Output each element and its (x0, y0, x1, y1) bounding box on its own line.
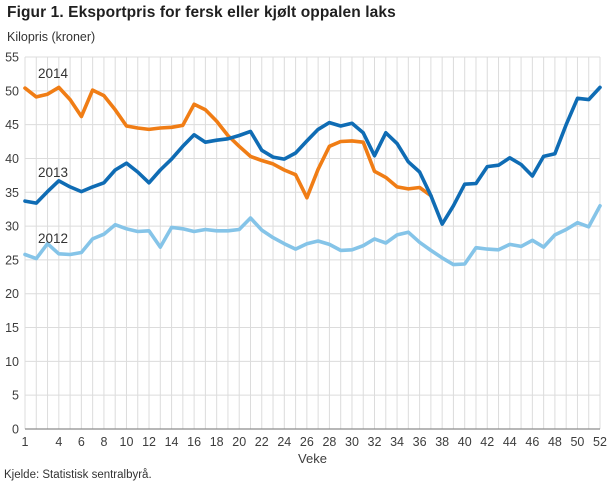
line-2012 (23, 204, 602, 267)
x-tick-label: 48 (548, 435, 562, 449)
y-tick-label: 35 (5, 186, 19, 200)
x-tick-label: 14 (165, 435, 179, 449)
x-tick-label: 8 (100, 435, 107, 449)
x-tick-label: 1 (22, 435, 29, 449)
y-tick-label: 0 (12, 423, 19, 437)
x-tick-label: 42 (480, 435, 494, 449)
y-tick-label: 45 (5, 118, 19, 132)
x-tick-label: 52 (593, 435, 607, 449)
x-tick-label: 30 (345, 435, 359, 449)
y-tick-label: 50 (5, 84, 19, 98)
x-axis-title: Veke (298, 451, 327, 466)
series-label-2014: 2014 (38, 66, 69, 81)
y-axis-unit-label: Kilopris (kroner) (7, 30, 96, 44)
x-tick-label: 44 (503, 435, 517, 449)
y-tick-label: 25 (5, 253, 19, 267)
x-tick-label: 6 (78, 435, 85, 449)
x-axis-tick-labels: 1 4 6 8 10 12 14 16 18 20 22 24 26 28 30 32 34 36 38 40 42 44… (22, 435, 607, 449)
y-tick-label: 20 (5, 287, 19, 301)
y-axis-tick-labels: 0 5 10 15 20 25 30 35 40 45 50 55 (5, 51, 19, 437)
x-tick-label: 38 (435, 435, 449, 449)
x-tick-label: 28 (322, 435, 336, 449)
source-note: Kjelde: Statistisk sentralbyrå. (4, 469, 152, 481)
y-tick-label: 55 (5, 51, 19, 65)
series-label-2012: 2012 (38, 231, 68, 246)
series-label-2013: 2013 (38, 165, 68, 180)
x-tick-label: 26 (300, 435, 314, 449)
x-tick-label: 18 (210, 435, 224, 449)
x-tick-label: 36 (413, 435, 427, 449)
x-tick-label: 12 (142, 435, 156, 449)
x-tick-label: 4 (55, 435, 62, 449)
line-2014 (23, 85, 433, 200)
y-tick-label: 30 (5, 220, 19, 234)
x-tick-label: 22 (255, 435, 269, 449)
y-tick-label: 10 (5, 355, 19, 369)
y-tick-label: 40 (5, 152, 19, 166)
x-tick-label: 20 (232, 435, 246, 449)
x-tick-label: 24 (277, 435, 291, 449)
x-tick-label: 32 (368, 435, 382, 449)
x-tick-label: 34 (390, 435, 404, 449)
y-tick-label: 15 (5, 321, 19, 335)
x-tick-label: 10 (120, 435, 134, 449)
x-tick-label: 50 (570, 435, 584, 449)
x-tick-label: 46 (525, 435, 539, 449)
y-tick-label: 5 (12, 389, 19, 403)
line-2013 (23, 85, 602, 226)
chart-title: Figur 1. Eksportpris for fersk eller kjø… (7, 4, 396, 21)
x-tick-label: 16 (187, 435, 201, 449)
x-tick-label: 40 (458, 435, 472, 449)
